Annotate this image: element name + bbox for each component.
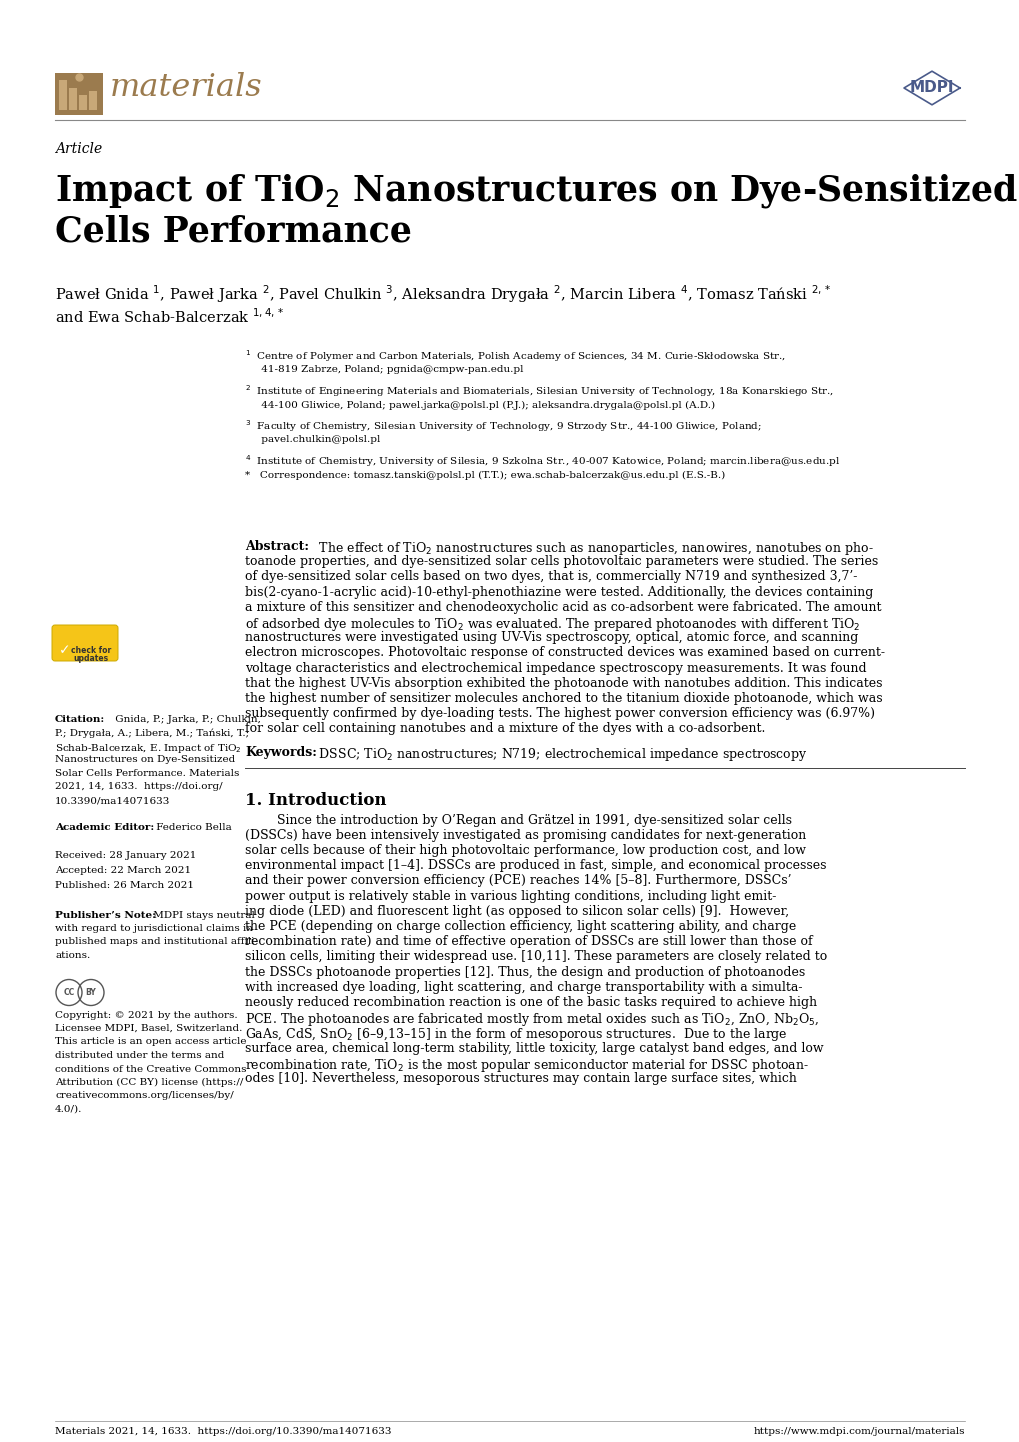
- Text: Licensee MDPI, Basel, Switzerland.: Licensee MDPI, Basel, Switzerland.: [55, 1024, 243, 1032]
- Text: conditions of the Creative Commons: conditions of the Creative Commons: [55, 1064, 247, 1073]
- Text: voltage characteristics and electrochemical impedance spectroscopy measurements.: voltage characteristics and electrochemi…: [245, 662, 866, 675]
- Text: The effect of TiO$_2$ nanostructures such as nanoparticles, nanowires, nanotubes: The effect of TiO$_2$ nanostructures suc…: [315, 539, 873, 557]
- Text: recombination rate) and time of effective operation of DSSCs are still lower tha: recombination rate) and time of effectiv…: [245, 936, 812, 949]
- Text: This article is an open access article: This article is an open access article: [55, 1037, 247, 1047]
- Text: $^4$  Institute of Chemistry, University of Silesia, 9 Szkolna Str., 40-007 Kato: $^4$ Institute of Chemistry, University …: [245, 453, 840, 469]
- Text: CC: CC: [63, 988, 74, 996]
- Text: MDPI stays neutral: MDPI stays neutral: [150, 910, 255, 920]
- Text: Materials 2021, 14, 1633.  https://doi.org/10.3390/ma14071633: Materials 2021, 14, 1633. https://doi.or…: [55, 1428, 391, 1436]
- Text: the highest number of sensitizer molecules anchored to the titanium dioxide phot: the highest number of sensitizer molecul…: [245, 692, 881, 705]
- Text: toanode properties, and dye-sensitized solar cells photovoltaic parameters were : toanode properties, and dye-sensitized s…: [245, 555, 877, 568]
- Text: Keywords:: Keywords:: [245, 746, 317, 758]
- Text: and their power conversion efficiency (PCE) reaches 14% [5–8]. Furthermore, DSSC: and their power conversion efficiency (P…: [245, 874, 791, 887]
- Text: Copyright: © 2021 by the authors.: Copyright: © 2021 by the authors.: [55, 1011, 237, 1019]
- Text: *   Correspondence: tomasz.tanski@polsl.pl (T.T.); ewa.schab-balcerzak@us.edu.pl: * Correspondence: tomasz.tanski@polsl.pl…: [245, 470, 725, 480]
- Text: check for: check for: [70, 646, 111, 655]
- Text: with regard to jurisdictional claims in: with regard to jurisdictional claims in: [55, 924, 253, 933]
- Text: Paweł Gnida $^1$, Paweł Jarka $^2$, Pavel Chulkin $^3$, Aleksandra Drygała $^2$,: Paweł Gnida $^1$, Paweł Jarka $^2$, Pave…: [55, 283, 830, 304]
- Text: distributed under the terms and: distributed under the terms and: [55, 1051, 224, 1060]
- Text: the PCE (depending on charge collection efficiency, light scattering ability, an: the PCE (depending on charge collection …: [245, 920, 796, 933]
- Text: odes [10]. Nevertheless, mesoporous structures may contain large surface sites, : odes [10]. Nevertheless, mesoporous stru…: [245, 1071, 796, 1084]
- Text: power output is relatively stable in various lighting conditions, including ligh: power output is relatively stable in var…: [245, 890, 775, 903]
- Text: materials: materials: [110, 72, 262, 102]
- Bar: [69, 88, 76, 110]
- Text: Citation:: Citation:: [55, 715, 105, 724]
- Text: 4.0/).: 4.0/).: [55, 1105, 83, 1115]
- Text: MDPI: MDPI: [909, 81, 954, 95]
- Text: Cells Performance: Cells Performance: [55, 215, 412, 249]
- Text: Publisher’s Note:: Publisher’s Note:: [55, 910, 156, 920]
- Text: $^3$  Faculty of Chemistry, Silesian University of Technology, 9 Strzody Str., 4: $^3$ Faculty of Chemistry, Silesian Univ…: [245, 418, 761, 434]
- Text: of adsorbed dye molecules to TiO$_2$ was evaluated. The prepared photoanodes wit: of adsorbed dye molecules to TiO$_2$ was…: [245, 616, 859, 633]
- Text: creativecommons.org/licenses/by/: creativecommons.org/licenses/by/: [55, 1092, 233, 1100]
- Text: bis(2-cyano-1-acrylic acid)-10-ethyl-phenothiazine were tested. Additionally, th: bis(2-cyano-1-acrylic acid)-10-ethyl-phe…: [245, 585, 872, 598]
- Text: P.; Drygała, A.; Libera, M.; Tański, T.;: P.; Drygała, A.; Libera, M.; Tański, T.;: [55, 728, 249, 738]
- Text: (DSSCs) have been intensively investigated as promising candidates for next-gene: (DSSCs) have been intensively investigat…: [245, 829, 805, 842]
- Text: ✓: ✓: [59, 643, 70, 658]
- Bar: [78, 95, 87, 110]
- Text: PCE. The photoanodes are fabricated mostly from metal oxides such as TiO$_2$, Zn: PCE. The photoanodes are fabricated most…: [245, 1011, 818, 1028]
- Text: Accepted: 22 March 2021: Accepted: 22 March 2021: [55, 867, 191, 875]
- Text: nanostructures were investigated using UV-Vis spectroscopy, optical, atomic forc: nanostructures were investigated using U…: [245, 632, 858, 645]
- Text: Since the introduction by O’Regan and Grätzel in 1991, dye-sensitized solar cell: Since the introduction by O’Regan and Gr…: [245, 813, 791, 826]
- Text: Received: 28 January 2021: Received: 28 January 2021: [55, 851, 197, 861]
- Text: published maps and institutional affili-: published maps and institutional affili-: [55, 937, 258, 946]
- Text: Published: 26 March 2021: Published: 26 March 2021: [55, 881, 194, 891]
- Text: Nanostructures on Dye-Sensitized: Nanostructures on Dye-Sensitized: [55, 756, 235, 764]
- Text: Article: Article: [55, 141, 102, 156]
- Text: Federico Bella: Federico Bella: [153, 823, 231, 832]
- Text: ing diode (LED) and fluorescent light (as opposed to silicon solar cells) [9].  : ing diode (LED) and fluorescent light (a…: [245, 904, 789, 917]
- Text: $^2$  Institute of Engineering Materials and Biomaterials, Silesian University o: $^2$ Institute of Engineering Materials …: [245, 384, 834, 399]
- Text: ations.: ations.: [55, 952, 90, 960]
- Text: the DSSCs photoanode properties [12]. Thus, the design and production of photoan: the DSSCs photoanode properties [12]. Th…: [245, 966, 804, 979]
- Text: 44-100 Gliwice, Poland; pawel.jarka@polsl.pl (P.J.); aleksandra.drygala@polsl.pl: 44-100 Gliwice, Poland; pawel.jarka@pols…: [245, 401, 714, 410]
- Text: with increased dye loading, light scattering, and charge transportability with a: with increased dye loading, light scatte…: [245, 981, 802, 994]
- Text: https://www.mdpi.com/journal/materials: https://www.mdpi.com/journal/materials: [753, 1428, 964, 1436]
- Text: pavel.chulkin@polsl.pl: pavel.chulkin@polsl.pl: [245, 435, 380, 444]
- Text: solar cells because of their high photovoltaic performance, low production cost,: solar cells because of their high photov…: [245, 844, 805, 857]
- Text: Academic Editor:: Academic Editor:: [55, 823, 154, 832]
- Text: DSSC; TiO$_2$ nanostructures; N719; electrochemical impedance spectroscopy: DSSC; TiO$_2$ nanostructures; N719; elec…: [315, 746, 807, 763]
- Text: surface area, chemical long-term stability, little toxicity, large catalyst band: surface area, chemical long-term stabili…: [245, 1041, 822, 1054]
- Text: subsequently confirmed by dye-loading tests. The highest power conversion effici: subsequently confirmed by dye-loading te…: [245, 707, 874, 720]
- Text: Schab-Balcerzak, E. Impact of TiO$_2$: Schab-Balcerzak, E. Impact of TiO$_2$: [55, 743, 242, 756]
- Text: GaAs, CdS, SnO$_2$ [6–9,13–15] in the form of mesoporous structures.  Due to the: GaAs, CdS, SnO$_2$ [6–9,13–15] in the fo…: [245, 1027, 787, 1044]
- Bar: [89, 91, 97, 110]
- Text: recombination rate, TiO$_2$ is the most popular semiconductor material for DSSC : recombination rate, TiO$_2$ is the most …: [245, 1057, 808, 1074]
- FancyBboxPatch shape: [55, 74, 103, 115]
- Text: of dye-sensitized solar cells based on two dyes, that is, commercially N719 and : of dye-sensitized solar cells based on t…: [245, 571, 857, 584]
- Text: BY: BY: [86, 988, 96, 996]
- Text: 41-819 Zabrze, Poland; pgnida@cmpw-pan.edu.pl: 41-819 Zabrze, Poland; pgnida@cmpw-pan.e…: [245, 365, 523, 375]
- Text: $^1$  Centre of Polymer and Carbon Materials, Polish Academy of Sciences, 34 M. : $^1$ Centre of Polymer and Carbon Materi…: [245, 348, 786, 363]
- Bar: [59, 79, 67, 110]
- Text: 2021, 14, 1633.  https://doi.org/: 2021, 14, 1633. https://doi.org/: [55, 783, 222, 792]
- Text: silicon cells, limiting their widespread use. [10,11]. These parameters are clos: silicon cells, limiting their widespread…: [245, 950, 826, 963]
- Text: environmental impact [1–4]. DSSCs are produced in fast, simple, and economical p: environmental impact [1–4]. DSSCs are pr…: [245, 859, 825, 872]
- Text: updates: updates: [73, 655, 108, 663]
- Text: and Ewa Schab-Balcerzak $^{1,4,*}$: and Ewa Schab-Balcerzak $^{1,4,*}$: [55, 307, 284, 326]
- Text: neously reduced recombination reaction is one of the basic tasks required to ach: neously reduced recombination reaction i…: [245, 996, 816, 1009]
- Text: Solar Cells Performance. Materials: Solar Cells Performance. Materials: [55, 769, 239, 779]
- Text: that the highest UV-Vis absorption exhibited the photoanode with nanotubes addit: that the highest UV-Vis absorption exhib…: [245, 676, 881, 689]
- Text: electron microscopes. Photovoltaic response of constructed devices was examined : electron microscopes. Photovoltaic respo…: [245, 646, 884, 659]
- Text: 1. Introduction: 1. Introduction: [245, 792, 386, 809]
- FancyBboxPatch shape: [52, 624, 118, 660]
- Text: Attribution (CC BY) license (https://: Attribution (CC BY) license (https://: [55, 1079, 244, 1087]
- Text: Abstract:: Abstract:: [245, 539, 309, 552]
- Text: a mixture of this sensitizer and chenodeoxycholic acid as co-adsorbent were fabr: a mixture of this sensitizer and chenode…: [245, 601, 880, 614]
- Text: Impact of TiO$_2$ Nanostructures on Dye-Sensitized Solar: Impact of TiO$_2$ Nanostructures on Dye-…: [55, 172, 1019, 211]
- Text: for solar cell containing nanotubes and a mixture of the dyes with a co-adsorben: for solar cell containing nanotubes and …: [245, 722, 764, 735]
- Text: 10.3390/ma14071633: 10.3390/ma14071633: [55, 796, 170, 805]
- Text: Gnida, P.; Jarka, P.; Chulkin,: Gnida, P.; Jarka, P.; Chulkin,: [112, 715, 261, 724]
